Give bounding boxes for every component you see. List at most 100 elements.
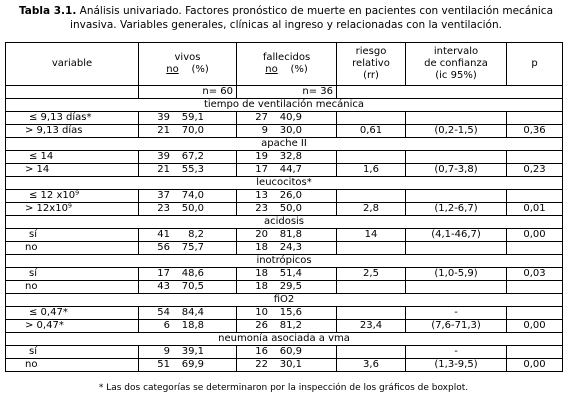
cell-text: 0,23 — [523, 164, 546, 176]
cell — [336, 189, 406, 203]
count-cell: 22 30,1 — [236, 358, 337, 372]
data-row: no 51 69,9 22 30,1 3,6 (1,3-9,5) 0,00 — [5, 358, 563, 372]
row-label: > 9,13 días — [5, 124, 139, 138]
count: 43 — [157, 281, 170, 293]
count-cell: 37 74,0 — [138, 189, 237, 203]
subheader-text: no — [166, 64, 179, 75]
cell-text: 2,8 — [363, 203, 379, 215]
cell-text: - — [454, 346, 458, 358]
cell: 0,36 — [506, 124, 563, 138]
footnote: * Las dos categorías se determinaron por… — [98, 383, 469, 393]
cell — [506, 189, 563, 203]
cell: 0,23 — [506, 163, 563, 177]
label-text: no — [25, 281, 38, 293]
count-cell: 21 70,0 — [138, 124, 237, 138]
label-text: no — [25, 242, 38, 254]
count-cell: 9 30,0 — [236, 124, 337, 138]
header-text: fallecidos — [262, 52, 311, 63]
cell — [336, 280, 406, 294]
row-label: sí — [5, 345, 139, 359]
row-label: ≤ 9,13 días* — [5, 111, 139, 125]
data-row: sí 41 8,2 20 81,8 14 (4,1-46,7) 0,00 — [5, 228, 563, 242]
cell — [506, 150, 563, 164]
count: 17 — [157, 268, 170, 280]
cell — [506, 241, 563, 255]
count-cell: 23 50,0 — [138, 202, 237, 216]
cell — [5, 85, 139, 99]
section-title: fiO2 — [5, 293, 563, 307]
header-cell: intervalo de confianza (ic 95%) — [405, 42, 507, 86]
header-text: intervalo — [433, 46, 479, 57]
data-row: ≤ 9,13 días* 39 59,1 27 40,9 — [5, 111, 563, 125]
cell — [336, 150, 406, 164]
count-cell: 16 60,9 — [236, 345, 337, 359]
row-label: no — [5, 280, 139, 294]
row-label: no — [5, 241, 139, 255]
cell: (1,0-5,9) — [405, 267, 507, 281]
count-cell: 17 44,7 — [236, 163, 337, 177]
cell — [506, 345, 563, 359]
count-cell: 26 81,2 — [236, 319, 337, 333]
cell: 0,00 — [506, 228, 563, 242]
n-cell: n= 36 — [236, 85, 337, 99]
percent: 30,0 — [279, 125, 302, 137]
cell — [405, 111, 507, 125]
cell — [405, 241, 507, 255]
cell: (4,1-46,7) — [405, 228, 507, 242]
label-text: > 0,47* — [25, 320, 64, 332]
count: 10 — [255, 307, 268, 319]
section-row: apache II — [5, 137, 563, 151]
cell: 0,01 — [506, 202, 563, 216]
cell — [336, 111, 406, 125]
header-cell: p — [506, 42, 563, 86]
count: 56 — [157, 242, 170, 254]
row-label: sí — [5, 228, 139, 242]
percent: 69,9 — [181, 359, 204, 371]
label-text: ≤ 12 x10⁹ — [29, 190, 80, 202]
data-row: no 56 75,7 18 24,3 — [5, 241, 563, 255]
section-title: inotrópicos — [5, 254, 563, 268]
header-text: (ic 95%) — [435, 70, 477, 81]
percent: 48,6 — [181, 268, 204, 280]
percent: 40,9 — [279, 112, 302, 124]
label-text: ≤ 9,13 días* — [29, 112, 92, 124]
cell — [405, 189, 507, 203]
cell: 0,00 — [506, 358, 563, 372]
table: variable vivos no (%) fallecidos no (%) riesg… — [5, 42, 563, 372]
header-text: vivos — [174, 52, 201, 63]
cell-text: (7,6-71,3) — [431, 320, 481, 332]
section-title: neumonía asociada a vma — [5, 332, 563, 346]
count: 39 — [157, 112, 170, 124]
cell: (7,6-71,3) — [405, 319, 507, 333]
header-text: variable — [51, 58, 93, 69]
row-label: ≤ 14 — [5, 150, 139, 164]
cell — [336, 85, 563, 99]
count: 9 — [261, 125, 268, 137]
cell — [506, 306, 563, 320]
subheader-text: (%) — [290, 64, 308, 75]
count-cell: 18 24,3 — [236, 241, 337, 255]
count-cell: 18 29,5 — [236, 280, 337, 294]
count: 6 — [163, 320, 170, 332]
percent: 29,5 — [279, 281, 302, 293]
cell: (0,2-1,5) — [405, 124, 507, 138]
percent: 18,8 — [181, 320, 204, 332]
cell-text: (0,2-1,5) — [434, 125, 478, 137]
header-row: variable vivos no (%) fallecidos no (%) riesg… — [5, 42, 563, 86]
count-cell: 17 48,6 — [138, 267, 237, 281]
count: 18 — [255, 268, 268, 280]
cell-text: 0,00 — [523, 320, 546, 332]
cell: - — [405, 306, 507, 320]
count: 18 — [255, 281, 268, 293]
cell-text: (1,0-5,9) — [434, 268, 478, 280]
row-label: > 0,47* — [5, 319, 139, 333]
cell-text: 23,4 — [359, 320, 383, 332]
label-text: sí — [29, 268, 37, 280]
header-cell: variable — [5, 42, 139, 86]
percent: 55,3 — [181, 164, 204, 176]
percent: 81,8 — [279, 229, 302, 241]
header-cell: vivos no (%) — [138, 42, 237, 86]
cell-text: 0,61 — [359, 125, 383, 137]
cell: 0,00 — [506, 319, 563, 333]
percent: 26,0 — [279, 190, 302, 202]
